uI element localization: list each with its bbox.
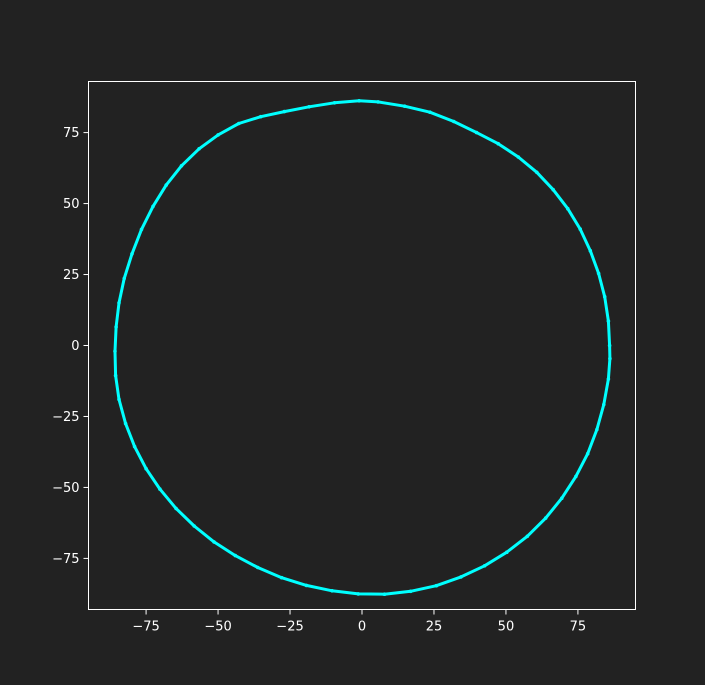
data-point (216, 133, 220, 137)
y-tick-label: 0 (71, 339, 79, 354)
data-point (505, 550, 509, 554)
data-point (525, 534, 530, 539)
data-point (595, 427, 599, 432)
data-point (543, 516, 548, 520)
data-point (608, 356, 612, 361)
data-point (132, 444, 137, 449)
data-point (114, 325, 118, 329)
data-point (585, 451, 590, 456)
data-point (279, 575, 284, 580)
data-point (588, 248, 593, 253)
y-tick-label: −50 (52, 481, 79, 496)
data-point (258, 114, 263, 119)
y-tick-label: 50 (63, 197, 80, 212)
data-point (376, 100, 380, 104)
data-point (596, 271, 601, 276)
x-tick-label: 0 (358, 620, 366, 635)
data-point (174, 506, 178, 511)
data-point (402, 104, 407, 108)
data-point (192, 524, 196, 528)
data-point (151, 204, 155, 209)
data-point (158, 487, 162, 491)
data-point (113, 349, 117, 354)
data-point (560, 496, 564, 501)
data-point (255, 565, 260, 570)
x-tick-label: 25 (426, 620, 443, 635)
data-point (578, 227, 582, 231)
series-0-line (113, 99, 612, 596)
data-point (459, 575, 463, 579)
data-point (566, 206, 570, 211)
y-tick-label: 75 (63, 126, 80, 141)
data-point (434, 583, 439, 588)
x-tick-label: 50 (498, 620, 515, 635)
data-point (535, 170, 539, 175)
data-point (606, 319, 611, 323)
data-point (122, 276, 126, 281)
x-tick-label: 75 (570, 620, 587, 635)
data-point (606, 377, 611, 381)
data-point (551, 187, 555, 192)
data-point (233, 553, 238, 558)
data-point (332, 101, 337, 105)
data-point (117, 301, 121, 305)
data-point (452, 119, 456, 124)
data-point (357, 99, 361, 103)
y-axis: 75 50 25 0 −25 −50 −75 (52, 126, 89, 567)
data-point (123, 421, 128, 426)
y-tick-label: −75 (52, 552, 79, 567)
x-tick-label: −25 (276, 620, 303, 635)
x-axis: −75 −50 −25 0 25 50 75 (132, 609, 587, 635)
data-point (164, 183, 168, 187)
axes-frame (88, 81, 636, 610)
data-point (307, 105, 311, 109)
data-point (212, 540, 216, 544)
data-point (304, 583, 309, 588)
data-point (408, 589, 413, 594)
data-point (607, 343, 612, 348)
x-tick-label: −50 (204, 620, 231, 635)
data-point (474, 130, 479, 135)
y-tick-label: −25 (52, 410, 79, 425)
data-point (144, 466, 148, 471)
data-point (117, 397, 121, 402)
data-point (356, 592, 361, 596)
y-tick-label: 25 (63, 268, 80, 283)
data-point (428, 110, 432, 114)
data-layer (113, 99, 612, 596)
data-point (139, 227, 144, 232)
data-point (496, 141, 501, 146)
plot-area (88, 81, 636, 610)
data-point (574, 474, 578, 479)
data-point (602, 294, 607, 299)
data-point (113, 373, 118, 378)
x-tick-label: −75 (132, 620, 159, 635)
data-point (179, 164, 184, 168)
data-point (130, 252, 134, 256)
data-point (382, 592, 387, 596)
data-point (516, 155, 521, 159)
data-point (197, 147, 201, 151)
data-point (237, 121, 241, 126)
data-point (482, 564, 487, 568)
data-point (602, 402, 606, 407)
data-point (330, 589, 334, 593)
data-point (282, 109, 287, 114)
